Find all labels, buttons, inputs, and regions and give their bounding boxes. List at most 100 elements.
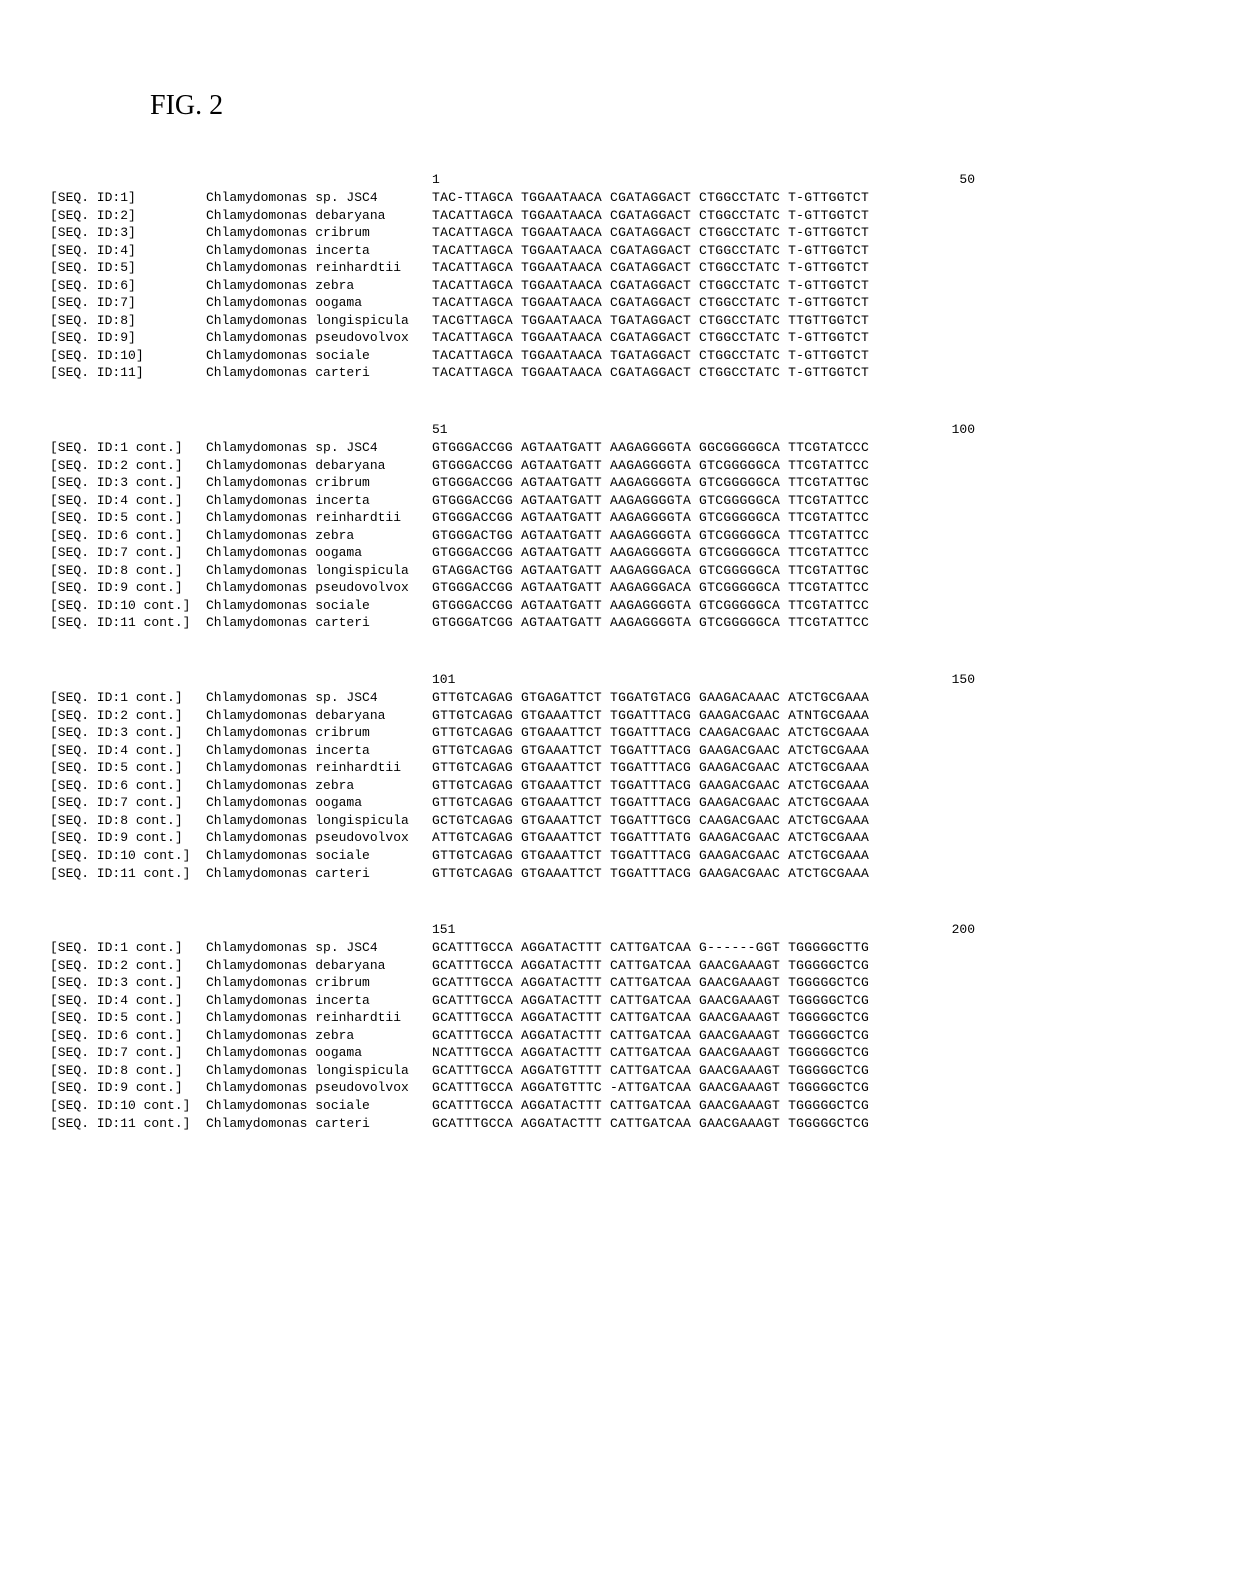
sequence-segment: TGGAATAACA [521,208,602,223]
species-label: Chlamydomonas reinhardtii [206,759,432,777]
range-header: 151200 [50,922,1190,937]
sequence-segment: TTCGTATTCC [788,615,869,630]
sequence-row: [SEQ. ID:9 cont.]Chlamydomonas pseudovol… [50,829,1190,847]
sequence-segment: GAAGACGAAC [699,866,780,881]
sequence-segment: GTGAAATTCT [521,848,602,863]
sequence-segment: CATTGATCAA [610,958,691,973]
sequence-segment: TACATTAGCA [432,295,513,310]
sequence-segment: GAACGAAAGT [699,1010,780,1025]
sequence-segment: TTGTTGGTCT [788,313,869,328]
sequence-segment: TGGGGGCTTG [788,940,869,955]
sequence-segment: AAGAGGGGTA [610,475,691,490]
sequence-segment: GTCGGGGGCA [699,458,780,473]
sequence-row: [SEQ. ID:2 cont.]Chlamydomonas debaryana… [50,707,1190,725]
seq-id-label: [SEQ. ID:4] [50,242,206,260]
species-label: Chlamydomonas sp. JSC4 [206,189,432,207]
sequence-row: [SEQ. ID:10 cont.]Chlamydomonas socialeG… [50,1097,1190,1115]
sequence-segment: CATTGATCAA [610,1028,691,1043]
sequence-segment: GAAGACGAAC [699,760,780,775]
species-label: Chlamydomonas sociale [206,347,432,365]
sequence-row: [SEQ. ID:1 cont.]Chlamydomonas sp. JSC4G… [50,939,1190,957]
sequence-segment: TGGGGGCTCG [788,958,869,973]
sequence-row: [SEQ. ID:11 cont.]Chlamydomonas carteriG… [50,1115,1190,1133]
sequence-row: [SEQ. ID:2 cont.]Chlamydomonas debaryana… [50,457,1190,475]
sequence-segment: TGGAATAACA [521,260,602,275]
species-label: Chlamydomonas oogama [206,294,432,312]
sequence-segment: CTGGCCTATC [699,295,780,310]
sequence-data: GTTGTCAGAGGTGAGATTCTTGGATGTACGGAAGACAAAC… [432,689,877,707]
sequence-segment: GTCGGGGGCA [699,493,780,508]
seq-id-label: [SEQ. ID:8] [50,312,206,330]
sequence-segment: AGTAATGATT [521,475,602,490]
sequence-row: [SEQ. ID:2]Chlamydomonas debaryanaTACATT… [50,207,1190,225]
sequence-segment: GTCGGGGGCA [699,475,780,490]
species-label: Chlamydomonas cribrum [206,224,432,242]
sequence-segment: AGGATGTTTC [521,1080,602,1095]
species-label: Chlamydomonas longispicula [206,812,432,830]
sequence-segment: TGGAATAACA [521,330,602,345]
seq-id-label: [SEQ. ID:4 cont.] [50,992,206,1010]
range-header: 150 [50,172,1190,187]
sequence-segment: T-GTTGGTCT [788,365,869,380]
species-label: Chlamydomonas longispicula [206,562,432,580]
sequence-segment: GTGAGATTCT [521,690,602,705]
sequence-segment: GTTGTCAGAG [432,725,513,740]
seq-id-label: [SEQ. ID:10 cont.] [50,847,206,865]
sequence-row: [SEQ. ID:9]Chlamydomonas pseudovolvoxTAC… [50,329,1190,347]
species-label: Chlamydomonas cribrum [206,974,432,992]
sequence-data: GTGGGACCGGAGTAATGATTAAGAGGGACAGTCGGGGGCA… [432,579,877,597]
sequence-data: GTTGTCAGAGGTGAAATTCTTGGATTTACGGAAGACGAAC… [432,847,877,865]
sequence-segment: CGATAGGACT [610,330,691,345]
sequence-segment: GTGAAATTCT [521,830,602,845]
seq-id-label: [SEQ. ID:11 cont.] [50,614,206,632]
sequence-segment: AGTAATGATT [521,440,602,455]
seq-id-label: [SEQ. ID:7 cont.] [50,544,206,562]
sequence-segment: GCATTTGCCA [432,975,513,990]
seq-id-label: [SEQ. ID:1 cont.] [50,439,206,457]
sequence-segment: GTGGGACCGG [432,493,513,508]
sequence-segment: GTTGTCAGAG [432,690,513,705]
seq-id-label: [SEQ. ID:5 cont.] [50,1009,206,1027]
sequence-segment: CATTGATCAA [610,1010,691,1025]
sequence-segment: GAACGAAAGT [699,1080,780,1095]
seq-id-label: [SEQ. ID:6 cont.] [50,777,206,795]
species-label: Chlamydomonas debaryana [206,707,432,725]
sequence-segment: TGGGGGCTCG [788,1010,869,1025]
range-start: 151 [432,922,455,937]
sequence-segment: ATCTGCGAAA [788,778,869,793]
sequence-segment: TGGGGGCTCG [788,1045,869,1060]
sequence-segment: AGGATACTTT [521,1116,602,1131]
sequence-segment: G------GGT [699,940,780,955]
sequence-row: [SEQ. ID:5 cont.]Chlamydomonas reinhardt… [50,509,1190,527]
sequence-data: GTGGGACTGGAGTAATGATTAAGAGGGGTAGTCGGGGGCA… [432,527,877,545]
seq-id-label: [SEQ. ID:8 cont.] [50,812,206,830]
range-header: 51100 [50,422,1190,437]
sequence-data: TACATTAGCATGGAATAACATGATAGGACTCTGGCCTATC… [432,347,877,365]
sequence-row: [SEQ. ID:6]Chlamydomonas zebraTACATTAGCA… [50,277,1190,295]
sequence-segment: AAGAGGGGTA [610,458,691,473]
sequence-segment: ATCTGCGAAA [788,690,869,705]
sequence-segment: AAGAGGGGTA [610,440,691,455]
sequence-row: [SEQ. ID:10 cont.]Chlamydomonas socialeG… [50,847,1190,865]
sequence-row: [SEQ. ID:6 cont.]Chlamydomonas zebraGTGG… [50,527,1190,545]
sequence-segment: CATTGATCAA [610,940,691,955]
sequence-segment: TGGATTTATG [610,830,691,845]
sequence-segment: TTCGTATTCC [788,510,869,525]
sequence-segment: AGGATACTTT [521,940,602,955]
sequence-segment: TGGAATAACA [521,348,602,363]
species-label: Chlamydomonas zebra [206,1027,432,1045]
sequence-segment: AGTAATGATT [521,598,602,613]
sequence-segment: GTCGGGGGCA [699,615,780,630]
seq-id-label: [SEQ. ID:1 cont.] [50,689,206,707]
sequence-segment: ATTGTCAGAG [432,830,513,845]
sequence-data: GTAGGACTGGAGTAATGATTAAGAGGGACAGTCGGGGGCA… [432,562,877,580]
sequence-segment: CGATAGGACT [610,260,691,275]
sequence-segment: GTTGTCAGAG [432,848,513,863]
sequence-data: TAC-TTAGCATGGAATAACACGATAGGACTCTGGCCTATC… [432,189,877,207]
sequence-segment: TGGGGGCTCG [788,1098,869,1113]
sequence-data: GTTGTCAGAGGTGAAATTCTTGGATTTACGGAAGACGAAC… [432,742,877,760]
sequence-segment: GCTGTCAGAG [432,813,513,828]
species-label: Chlamydomonas carteri [206,1115,432,1133]
species-label: Chlamydomonas incerta [206,992,432,1010]
sequence-segment: GTTGTCAGAG [432,743,513,758]
